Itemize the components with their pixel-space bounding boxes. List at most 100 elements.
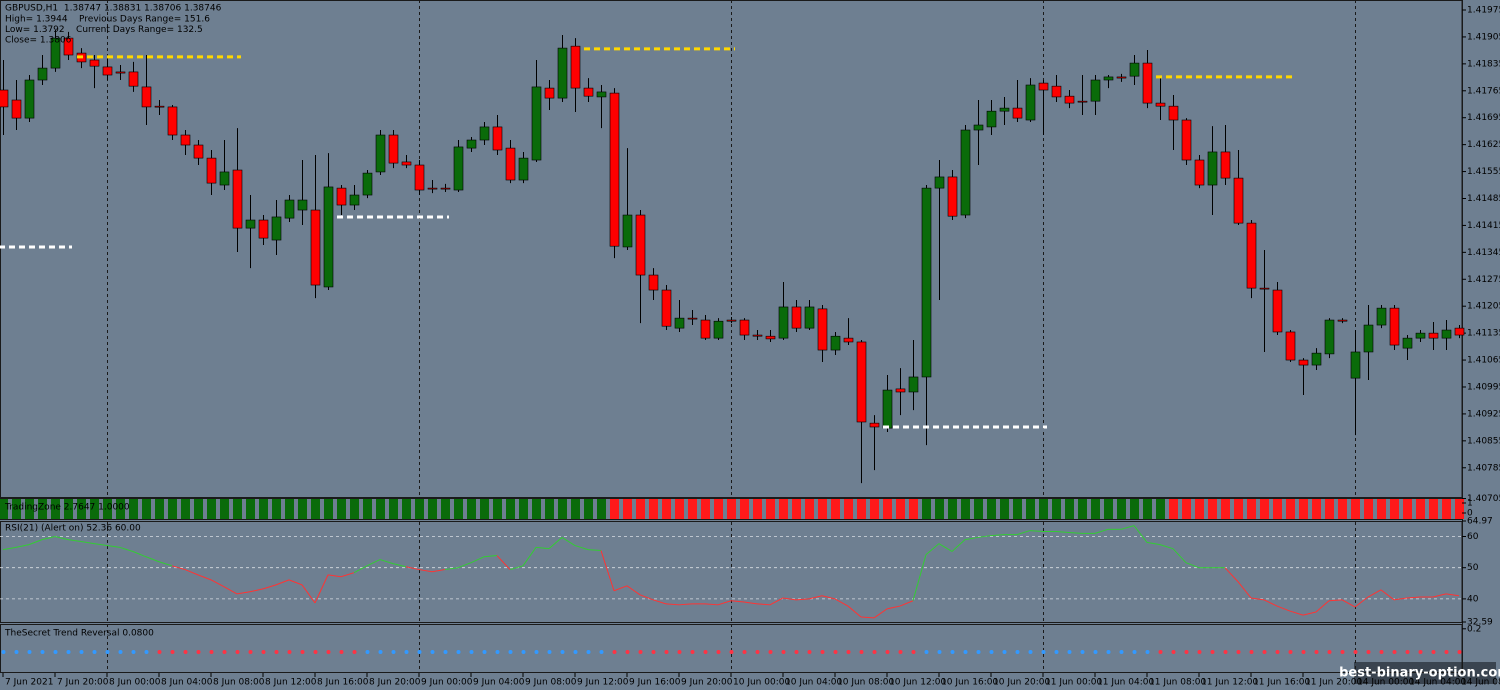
candle-body xyxy=(570,45,581,89)
rsi-line xyxy=(1224,567,1239,583)
rsi-line xyxy=(366,559,381,567)
candle-body xyxy=(557,47,568,99)
y-tick-label: 40 xyxy=(1467,594,1479,604)
candle-body xyxy=(427,187,438,190)
trend-dot xyxy=(820,650,825,654)
zone-bar xyxy=(1221,499,1230,519)
zone-bar xyxy=(1273,499,1282,519)
trend-dot xyxy=(365,650,370,654)
candle-body xyxy=(414,164,425,191)
rsi-line xyxy=(54,536,69,541)
rsi-line xyxy=(561,537,576,546)
zone-bar xyxy=(636,499,645,519)
trend-dot xyxy=(872,650,877,654)
candle-body xyxy=(1233,177,1244,224)
zone-bar xyxy=(428,499,437,519)
trend-dot xyxy=(92,650,97,654)
zone-bar xyxy=(285,499,294,519)
rsi-line xyxy=(262,584,277,590)
rsi-line xyxy=(743,601,758,605)
zone-bar xyxy=(545,499,554,519)
rsi-line xyxy=(340,572,355,578)
rsi-line xyxy=(301,584,316,604)
trend-dot xyxy=(144,650,149,654)
zone-bar xyxy=(1325,499,1334,519)
candle-body xyxy=(869,422,880,428)
trend-dot xyxy=(1158,650,1163,654)
rsi-line xyxy=(795,598,810,601)
x-tick-label: 8 Jun 16:00 xyxy=(317,678,369,688)
rsi-line xyxy=(80,540,95,545)
zone-bar xyxy=(142,499,151,519)
rsi-line xyxy=(626,585,641,596)
rsi-line xyxy=(938,543,953,552)
zone-bar xyxy=(909,499,918,519)
rsi-line xyxy=(405,566,420,571)
rsi-line xyxy=(1159,544,1174,550)
trend-dot xyxy=(1366,650,1371,654)
zone-bar xyxy=(259,499,268,519)
candle-body xyxy=(804,306,815,329)
candle-body xyxy=(1077,100,1088,103)
rsi-line xyxy=(782,597,797,601)
candle-body xyxy=(1428,332,1439,339)
candle-body xyxy=(271,216,282,241)
zone-bar xyxy=(220,499,229,519)
rsi-line xyxy=(548,537,563,550)
rsi-line xyxy=(28,539,43,546)
zone-bar xyxy=(1234,499,1243,519)
zone-bar xyxy=(376,499,385,519)
candle-body xyxy=(0,89,9,108)
x-tick-label: 8 Jun 08:00 xyxy=(213,678,265,688)
zone-bar xyxy=(766,499,775,519)
candle-body xyxy=(752,334,763,337)
zone-bar xyxy=(987,499,996,519)
candle-body xyxy=(583,87,594,97)
rsi-line xyxy=(210,579,225,588)
trend-dot xyxy=(534,650,539,654)
zone-bar xyxy=(415,499,424,519)
y-tick-label: 1.41485 xyxy=(1467,194,1500,204)
candle-body xyxy=(544,87,555,99)
candle-body xyxy=(973,124,984,131)
trend-dot xyxy=(651,650,656,654)
candle-body xyxy=(193,144,204,159)
candle-body xyxy=(765,335,776,340)
rsi-line xyxy=(1289,610,1304,616)
trend-dot xyxy=(157,650,162,654)
trend-dot xyxy=(729,650,734,654)
trend-dot xyxy=(937,650,942,654)
candle-body xyxy=(622,214,633,248)
trend-dot xyxy=(1171,650,1176,654)
zone-bar xyxy=(1260,499,1269,519)
rsi-line xyxy=(184,569,199,576)
zone-bar xyxy=(1104,499,1113,519)
rsi-line xyxy=(808,595,823,600)
candle-body xyxy=(661,289,672,327)
rsi-line xyxy=(912,554,927,601)
trend-dot xyxy=(898,650,903,654)
zone-bar xyxy=(506,499,515,519)
candle-body xyxy=(531,86,542,161)
rsi-line xyxy=(1029,530,1044,533)
zone-bar xyxy=(0,499,8,519)
x-tick-label: 7 Jun 20:00 xyxy=(57,678,109,688)
x-tick-label: 14 Jun 00:00 xyxy=(1357,678,1414,688)
candle-body xyxy=(323,186,334,288)
trend-dot xyxy=(690,650,695,654)
rsi-line xyxy=(1237,581,1252,599)
y-tick-label: 32.59 xyxy=(1467,618,1493,628)
candle-body xyxy=(141,86,152,108)
candle-body xyxy=(999,107,1010,112)
rsi-line xyxy=(392,563,407,568)
trend-dot xyxy=(833,650,838,654)
trend-dot xyxy=(1132,650,1137,654)
rsi-line xyxy=(1315,600,1330,613)
trend-dot xyxy=(547,650,552,654)
trend-dot xyxy=(1353,650,1358,654)
rsi-line xyxy=(2,546,17,551)
trend-dot xyxy=(612,650,617,654)
trend-dot xyxy=(1262,650,1267,654)
trend-dot xyxy=(326,650,331,654)
